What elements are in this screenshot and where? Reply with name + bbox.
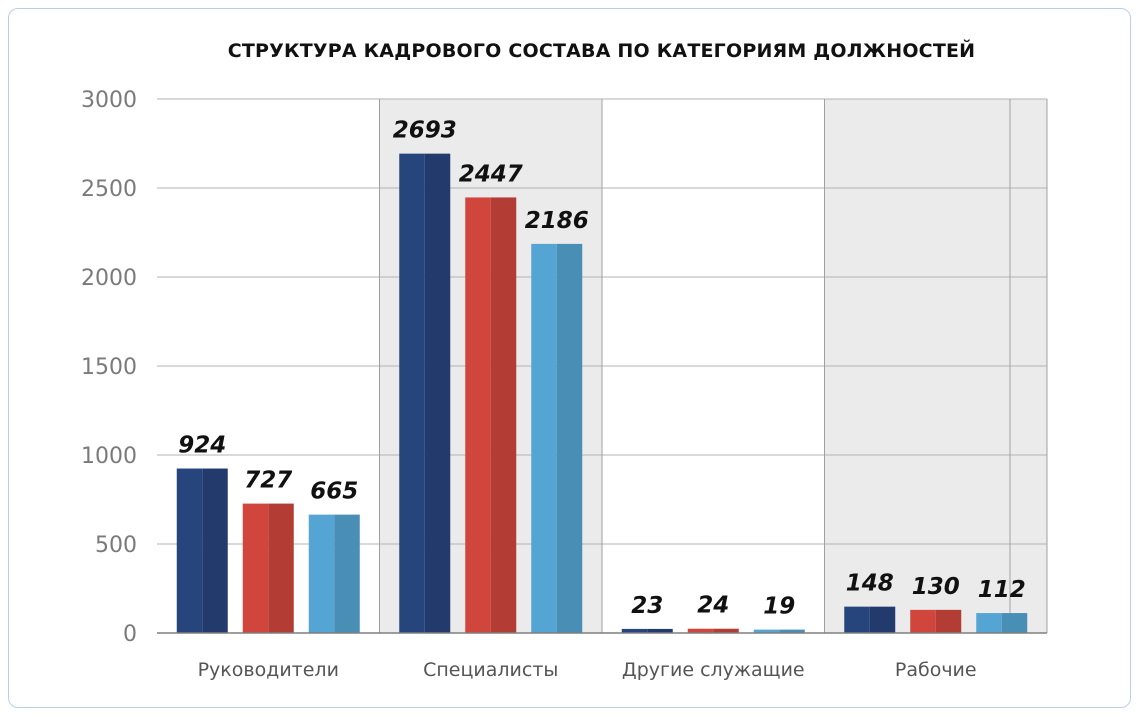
bar-shade <box>1001 613 1028 633</box>
bar-shade <box>713 628 739 633</box>
bars <box>176 153 1028 633</box>
y-tick-label: 500 <box>95 533 137 558</box>
bar-shade <box>268 503 294 633</box>
y-tick-label: 2500 <box>81 177 137 202</box>
x-tick-label: Руководители <box>198 659 339 681</box>
y-tick-label: 1000 <box>81 444 137 469</box>
y-tick-label: 2000 <box>81 266 137 291</box>
bar <box>176 468 203 633</box>
y-tick-label: 0 <box>123 622 137 647</box>
data-label: 130 <box>912 574 960 600</box>
data-label: 23 <box>631 593 663 619</box>
x-tick-label: Другие служащие <box>622 659 805 681</box>
bar-shade <box>424 153 451 633</box>
data-label: 2447 <box>459 161 523 187</box>
data-label: 148 <box>846 571 894 597</box>
chart-title: СТРУКТУРА КАДРОВОГО СОСТАВА ПО КАТЕГОРИЯ… <box>227 40 976 62</box>
bar <box>399 153 425 633</box>
bar-shade <box>647 628 673 633</box>
axes: 0 500 1000 1500 2000 2500 3000 Руководители Спец… <box>81 88 1047 681</box>
bar-shade <box>556 243 583 633</box>
bar <box>531 243 557 633</box>
bar-shade <box>490 197 517 633</box>
x-tick-label: Рабочие <box>895 659 977 681</box>
bar <box>621 628 648 633</box>
data-label: 19 <box>763 594 795 620</box>
bar-shade <box>869 606 896 633</box>
bar <box>687 628 714 633</box>
bar-shade <box>202 468 228 633</box>
data-label: 112 <box>978 577 1026 603</box>
bar <box>976 613 1002 633</box>
data-label: 2186 <box>525 208 589 234</box>
bar-shade <box>935 609 962 633</box>
bar-shade <box>334 514 360 633</box>
data-label: 2693 <box>393 118 457 144</box>
bar <box>308 514 335 633</box>
data-label: 727 <box>244 468 292 494</box>
y-tick-label: 3000 <box>81 88 137 113</box>
x-tick-label: Специалисты <box>423 659 558 681</box>
bar <box>465 197 491 633</box>
y-tick-label: 1500 <box>81 355 137 380</box>
bar-shade <box>779 629 805 633</box>
bar <box>242 503 269 633</box>
data-label: 24 <box>697 593 729 619</box>
bar <box>910 609 936 633</box>
data-label: 665 <box>310 479 358 505</box>
bar <box>844 606 870 633</box>
bar <box>753 629 780 633</box>
data-label: 924 <box>178 433 226 459</box>
